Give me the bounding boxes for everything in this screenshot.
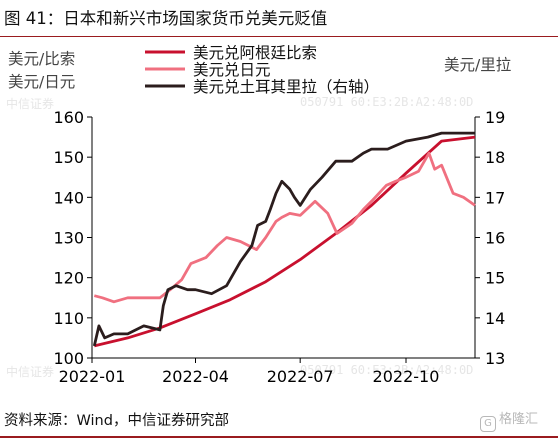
logo: G 格隆汇	[480, 408, 538, 432]
y-tick-label-left: 130	[53, 229, 84, 248]
series-line-1	[93, 135, 476, 348]
y-tick-label-left: 100	[53, 349, 84, 368]
y-tick-label-left: 150	[53, 148, 84, 167]
plot-area: 100 110 120 130 140 150 160 13 14 15 16 17 18 19 2022-…	[53, 108, 505, 386]
y-tick-label-right: 14	[485, 309, 505, 328]
y-tick-label-right: 15	[485, 269, 505, 288]
series-line-2	[93, 151, 476, 304]
watermark-top: 050791 60:E3:2B:A2:48:0D	[300, 95, 474, 109]
y-tick-label-right: 18	[485, 148, 505, 167]
y-tick-label-right: 17	[485, 188, 505, 207]
y-axis-left-label-line: 美元/日元	[8, 73, 75, 91]
y-axis-right-label: 美元/里拉	[444, 56, 511, 74]
y-tick-label-right: 19	[485, 108, 505, 127]
y-axis-left-label-line: 美元/比索	[8, 50, 75, 68]
y-tick-label-left: 140	[53, 188, 84, 207]
y-tick-label-left: 120	[53, 269, 84, 288]
bottom-rule	[0, 436, 558, 438]
logo-text: 格隆汇	[499, 412, 539, 427]
watermark-left-top: 中信证券	[6, 97, 55, 111]
g-logo-icon: G	[480, 416, 496, 432]
watermark-bottom: 050791 60:E3:2B:A2:48:0D	[300, 363, 474, 377]
x-tick-label: 2022-01	[59, 367, 126, 386]
x-tick-label: 2022-07	[267, 367, 334, 386]
watermark-left-bottom: 中信证券	[6, 365, 55, 379]
title-bar: 图 41：日本和新兴市场国家货币兑美元贬值	[0, 0, 558, 37]
y-tick-label-left: 110	[53, 309, 84, 328]
legend-label-1: 美元兑阿根廷比索	[193, 44, 317, 62]
y-tick-label-left: 160	[53, 108, 84, 127]
series-line-3	[92, 131, 475, 347]
legend-label-2: 美元兑日元	[193, 61, 271, 79]
source-note: 资料来源：Wind，中信证券研究部	[4, 413, 229, 429]
x-tick-label: 2022-04	[162, 367, 229, 386]
figure-title: 图 41：日本和新兴市场国家货币兑美元贬值	[4, 9, 328, 28]
x-tick-label: 2022-10	[373, 367, 440, 386]
title-rule	[0, 36, 558, 37]
legend-label-3: 美元兑土耳其里拉（右轴）	[193, 78, 379, 96]
y-tick-label-right: 13	[485, 349, 505, 368]
y-tick-label-right: 16	[485, 229, 505, 248]
